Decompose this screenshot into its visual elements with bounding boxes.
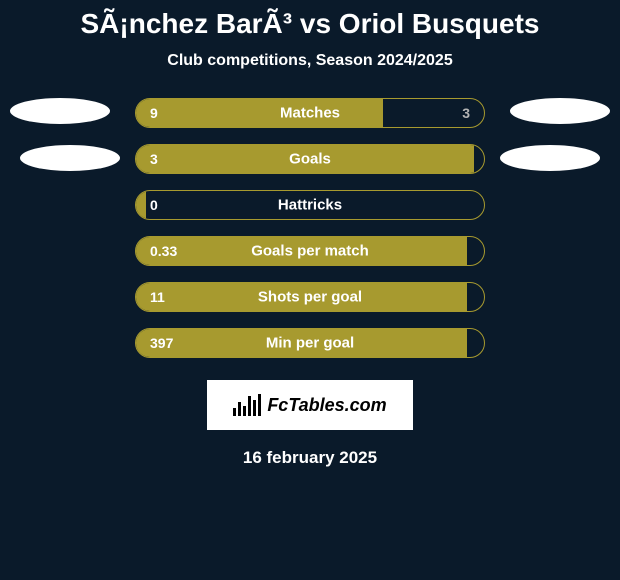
logo-text: FcTables.com [267, 395, 386, 416]
stat-bar: 0.33 Goals per match [135, 236, 485, 266]
stat-row: 11 Shots per goal [0, 282, 620, 312]
stat-label: Matches [280, 105, 340, 122]
stat-left-value: 0.33 [150, 243, 177, 259]
stat-bar-right-fill [474, 145, 484, 173]
comparison-infographic: SÃ¡nchez BarÃ³ vs Oriol Busquets Club co… [0, 0, 620, 580]
stat-row: 9 Matches 3 [0, 98, 620, 128]
stat-bar-left-fill [136, 191, 146, 219]
stat-bar-left-fill [136, 99, 383, 127]
date-text: 16 february 2025 [243, 448, 377, 468]
stat-bar-right-fill [467, 329, 484, 357]
stat-left-value: 0 [150, 197, 158, 213]
stat-label: Goals per match [251, 243, 369, 260]
player-left-ellipse [10, 98, 110, 124]
page-title: SÃ¡nchez BarÃ³ vs Oriol Busquets [81, 8, 540, 40]
stat-bar: 9 Matches 3 [135, 98, 485, 128]
stat-right-value: 3 [462, 105, 470, 121]
stat-label: Shots per goal [258, 289, 362, 306]
stat-bar: 0 Hattricks [135, 190, 485, 220]
stat-left-value: 11 [150, 289, 165, 305]
stat-row: 397 Min per goal [0, 328, 620, 358]
stat-label: Hattricks [278, 197, 342, 214]
stat-bar: 11 Shots per goal [135, 282, 485, 312]
stat-left-value: 9 [150, 105, 158, 121]
player-right-ellipse [500, 145, 600, 171]
stat-left-value: 397 [150, 335, 173, 351]
stat-bar-right-fill [467, 283, 484, 311]
stat-label: Min per goal [266, 335, 354, 352]
player-right-ellipse [510, 98, 610, 124]
stat-bar: 3 Goals [135, 144, 485, 174]
stat-bar: 397 Min per goal [135, 328, 485, 358]
stat-left-value: 3 [150, 151, 158, 167]
stat-row: 0 Hattricks [0, 190, 620, 220]
stat-row: 3 Goals [0, 144, 620, 174]
stat-rows-container: 9 Matches 3 3 Goals 0 Hattricks 0.33 Goals per m… [0, 98, 620, 358]
stat-row: 0.33 Goals per match [0, 236, 620, 266]
stat-bar-right-fill [467, 237, 484, 265]
page-subtitle: Club competitions, Season 2024/2025 [167, 52, 452, 70]
logo-bars-icon [233, 394, 261, 416]
stat-label: Goals [289, 151, 331, 168]
player-left-ellipse [20, 145, 120, 171]
fctables-logo: FcTables.com [207, 380, 413, 430]
